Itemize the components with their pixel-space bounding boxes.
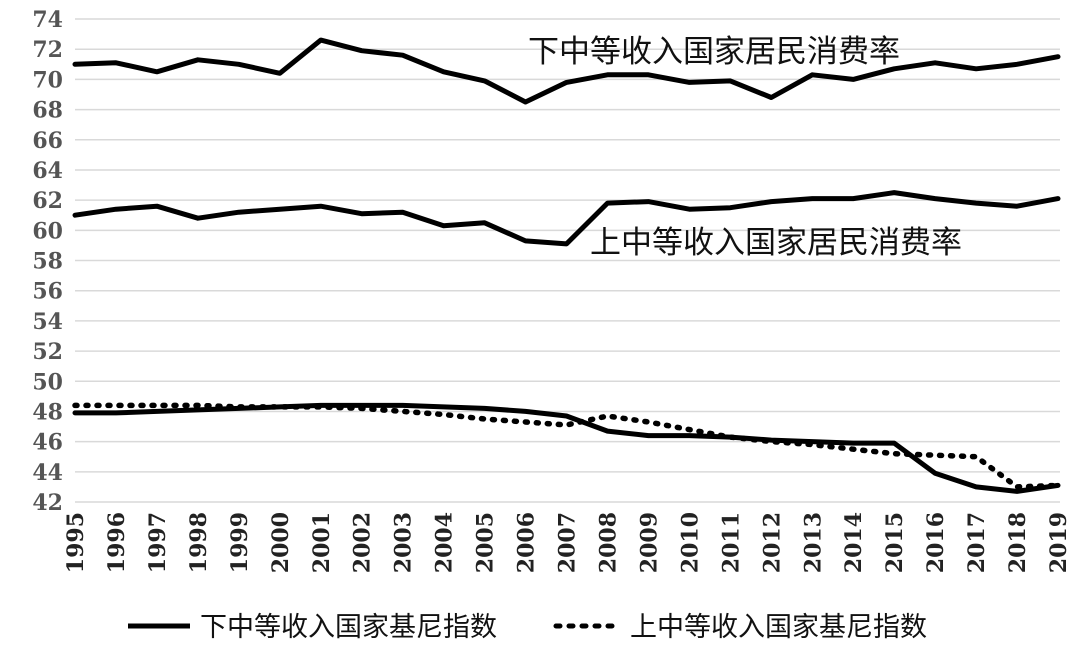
y-tick-label: 54 (32, 309, 63, 335)
annotation-lower-middle-consumption: 下中等收入国家居民消费率 (528, 34, 900, 70)
y-tick-label: 60 (32, 218, 63, 244)
y-tick-label: 74 (32, 7, 63, 33)
x-tick-label: 1998 (186, 512, 212, 573)
x-tick-label: 2015 (882, 512, 908, 573)
y-tick-label: 50 (32, 369, 63, 395)
x-tick-label: 1996 (104, 512, 130, 573)
x-tick-label: 2006 (514, 512, 540, 573)
x-tick-label: 2011 (718, 512, 744, 573)
series-line-3 (72, 402, 1061, 490)
y-tick-label: 56 (32, 279, 63, 305)
x-tick-label: 2019 (1046, 512, 1072, 573)
y-tick-label: 68 (32, 98, 63, 124)
y-tick-label: 42 (32, 490, 63, 516)
series-line-2 (72, 402, 1061, 494)
y-tick-label: 48 (32, 399, 63, 425)
y-tick-label: 46 (32, 430, 63, 456)
x-tick-label: 2003 (391, 512, 417, 573)
x-tick-label: 2007 (555, 512, 581, 573)
x-tick-label: 2017 (964, 512, 990, 573)
x-axis-tick-labels: 1995 1996 1997 1998 1999 2000 2001 2002 2003 2004… (63, 512, 1072, 573)
x-tick-label: 2010 (677, 512, 703, 573)
y-axis-tick-labels: 42 44 46 48 50 52 54 56 58 60 62 64 66 68 70 72 74 (32, 7, 63, 516)
y-tick-label: 58 (32, 249, 63, 275)
x-tick-label: 2014 (841, 512, 867, 573)
legend: 下中等收入国家基尼指数 上中等收入国家基尼指数 (128, 612, 927, 643)
x-tick-label: 2004 (432, 512, 458, 573)
y-tick-label: 62 (32, 188, 63, 214)
y-tick-label: 70 (32, 67, 63, 93)
x-tick-label: 2009 (636, 512, 662, 573)
y-tick-label: 66 (32, 128, 63, 154)
x-tick-label: 2013 (800, 512, 826, 573)
y-tick-label: 72 (32, 37, 63, 63)
gridlines (75, 18, 1060, 503)
series-line-0 (72, 37, 1061, 105)
x-tick-label: 2001 (309, 512, 335, 573)
x-tick-label: 2012 (759, 512, 785, 573)
x-tick-label: 1999 (227, 512, 253, 573)
x-tick-label: 2016 (923, 512, 949, 573)
y-tick-label: 44 (32, 460, 63, 486)
x-tick-label: 1995 (63, 512, 89, 573)
y-tick-label: 64 (32, 158, 63, 184)
legend-label-upper-middle-gini: 上中等收入国家基尼指数 (630, 612, 927, 643)
y-tick-label: 52 (32, 339, 63, 365)
x-tick-label: 2018 (1005, 512, 1031, 573)
x-tick-label: 2002 (350, 512, 376, 573)
x-tick-label: 2005 (473, 512, 499, 573)
annotation-upper-middle-consumption: 上中等收入国家居民消费率 (590, 225, 962, 261)
x-tick-label: 2000 (268, 512, 294, 573)
x-tick-label: 1997 (145, 512, 171, 573)
legend-label-lower-middle-gini: 下中等收入国家基尼指数 (200, 612, 497, 643)
x-tick-label: 2008 (595, 512, 621, 573)
series-lines (72, 37, 1061, 494)
series-line-1 (72, 190, 1061, 247)
